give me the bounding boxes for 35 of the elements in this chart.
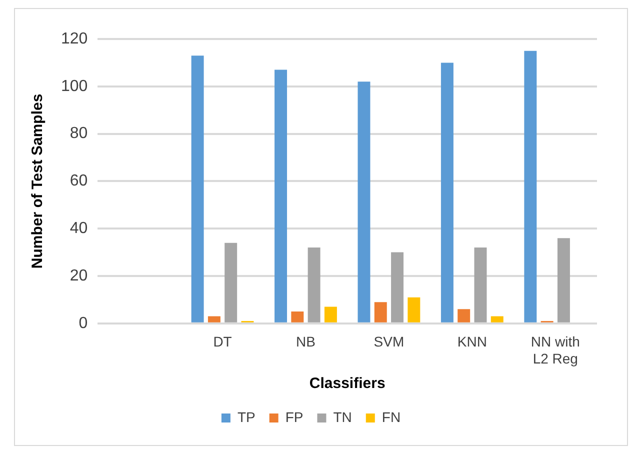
bar — [291, 312, 304, 322]
bar — [358, 82, 370, 322]
x-axis-title: Classifiers — [309, 375, 386, 392]
legend-label: TP — [237, 408, 256, 425]
bar — [374, 302, 387, 322]
y-tick-label: 60 — [70, 172, 88, 190]
x-tick-label: NN with L2 Reg — [530, 334, 580, 366]
x-tick-label: SVM — [374, 334, 404, 350]
legend-label: FP — [285, 408, 304, 425]
bar — [490, 316, 504, 322]
y-tick-label: 40 — [70, 220, 88, 238]
bar — [324, 306, 337, 322]
y-tick-label: 0 — [78, 314, 88, 332]
x-tick-label: NB — [296, 334, 316, 350]
y-axis-title: Number of Test Samples — [29, 94, 46, 269]
y-tick-label: 100 — [60, 78, 88, 95]
legend-label: TN — [333, 408, 352, 425]
x-tick-label: KNN — [457, 334, 487, 350]
bar — [408, 297, 420, 322]
x-tick-label: DT — [213, 334, 232, 350]
legend-label: FN — [382, 408, 401, 425]
y-tick-label: 20 — [70, 267, 88, 284]
bar — [274, 70, 288, 322]
bar — [391, 252, 404, 322]
y-tick-label: 120 — [60, 30, 88, 48]
bar — [474, 248, 487, 322]
bar — [208, 316, 220, 322]
bar — [224, 242, 238, 322]
bar — [440, 62, 454, 322]
bar — [524, 50, 537, 322]
y-tick-label: 80 — [70, 125, 88, 142]
bar — [458, 309, 470, 322]
bar — [191, 56, 204, 322]
bar — [557, 238, 570, 322]
bar — [308, 248, 320, 322]
